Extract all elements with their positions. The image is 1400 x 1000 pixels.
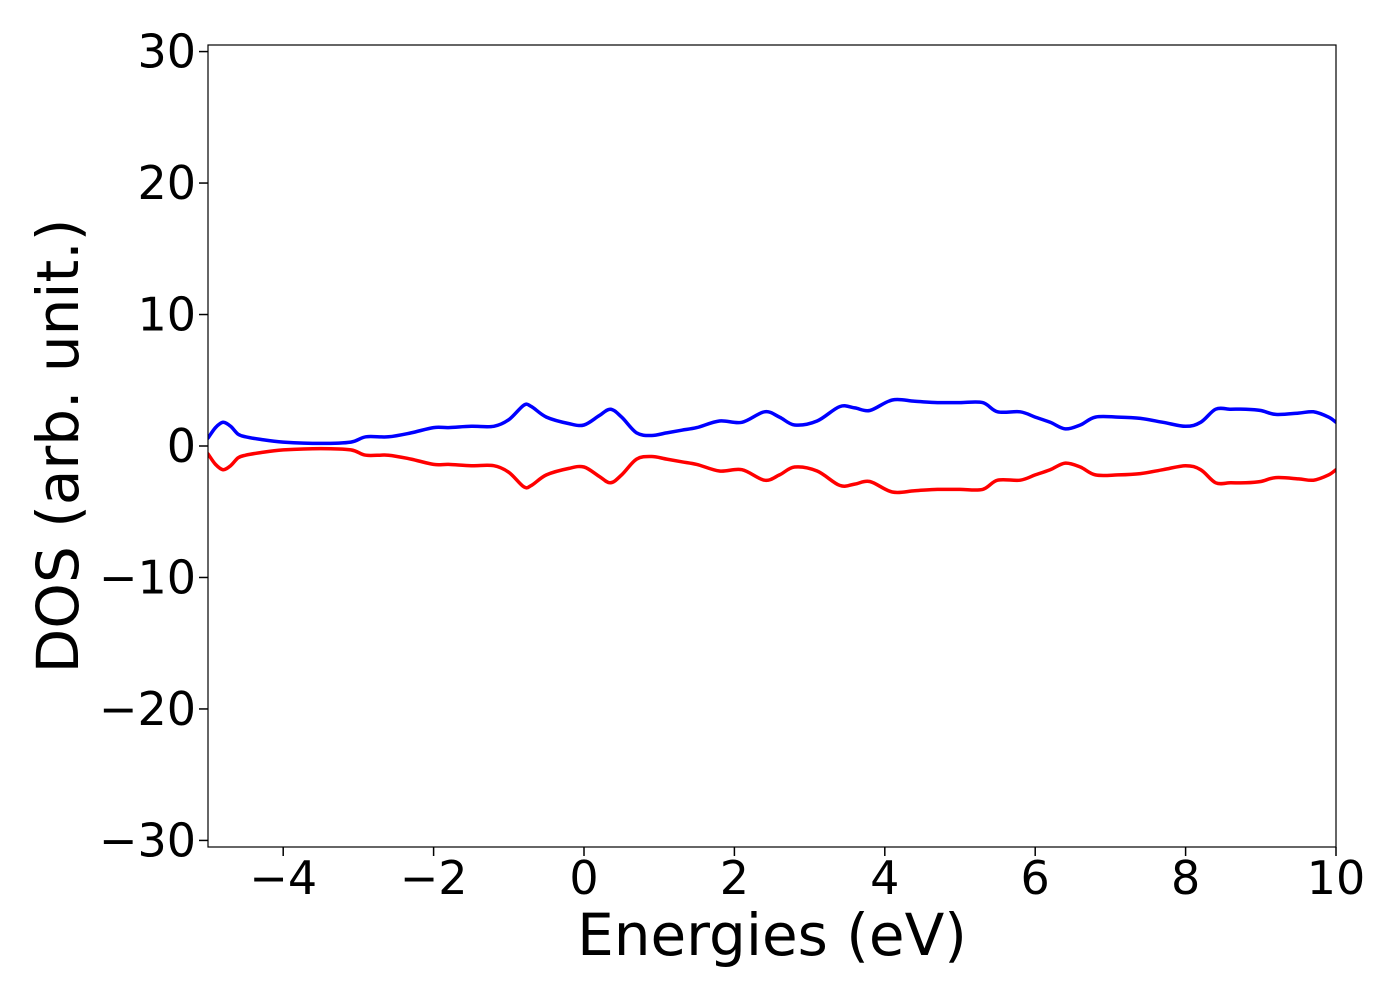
y-tick-label: 30 <box>137 25 196 79</box>
series-line-1 <box>208 397 1336 446</box>
y-tick-label: 10 <box>137 288 196 342</box>
x-tick-label: 0 <box>569 851 598 905</box>
y-tick-label: −20 <box>99 682 196 736</box>
series-line-2 <box>208 446 1336 495</box>
y-tick-label: −10 <box>99 550 196 604</box>
x-axis: −4 −2 0 2 4 6 8 10 <box>249 847 1365 905</box>
y-tick-label: 20 <box>137 156 196 210</box>
x-tick-label: 8 <box>1171 851 1200 905</box>
y-axis-label: DOS (arb. unit.) <box>24 219 92 674</box>
x-axis-label: Energies (eV) <box>577 901 967 969</box>
series-layer <box>208 397 1336 495</box>
x-tick-label: −4 <box>249 851 317 905</box>
y-tick-label: −30 <box>99 813 196 867</box>
y-tick-label: 0 <box>167 419 196 473</box>
x-tick-label: 2 <box>720 851 749 905</box>
x-tick-label: 4 <box>870 851 899 905</box>
x-tick-label: 6 <box>1021 851 1050 905</box>
y-axis: −30 −20 −10 0 10 20 30 <box>99 25 208 867</box>
x-tick-label: 10 <box>1307 851 1366 905</box>
plot-frame <box>207 44 1337 848</box>
x-tick-label: −2 <box>400 851 468 905</box>
